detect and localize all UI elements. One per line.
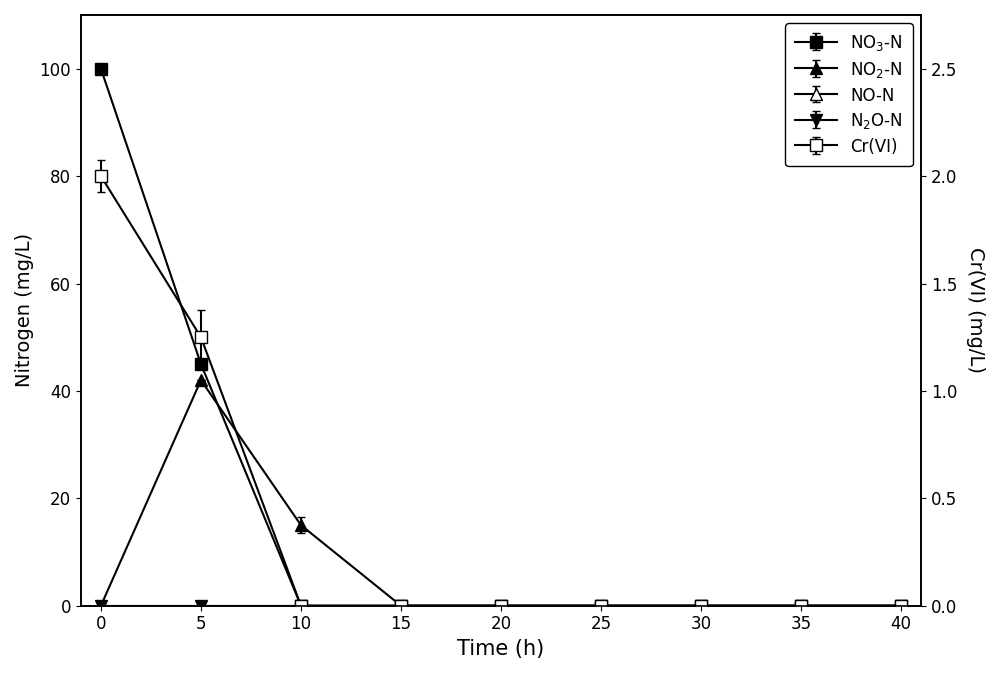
Y-axis label: Nitrogen (mg/L): Nitrogen (mg/L) — [15, 233, 34, 388]
Y-axis label: Cr(VI) (mg/L): Cr(VI) (mg/L) — [966, 247, 985, 373]
Legend: NO$_3$-N, NO$_2$-N, NO-N, N$_2$O-N, Cr(VI): NO$_3$-N, NO$_2$-N, NO-N, N$_2$O-N, Cr(V… — [785, 24, 913, 166]
X-axis label: Time (h): Time (h) — [457, 639, 545, 659]
